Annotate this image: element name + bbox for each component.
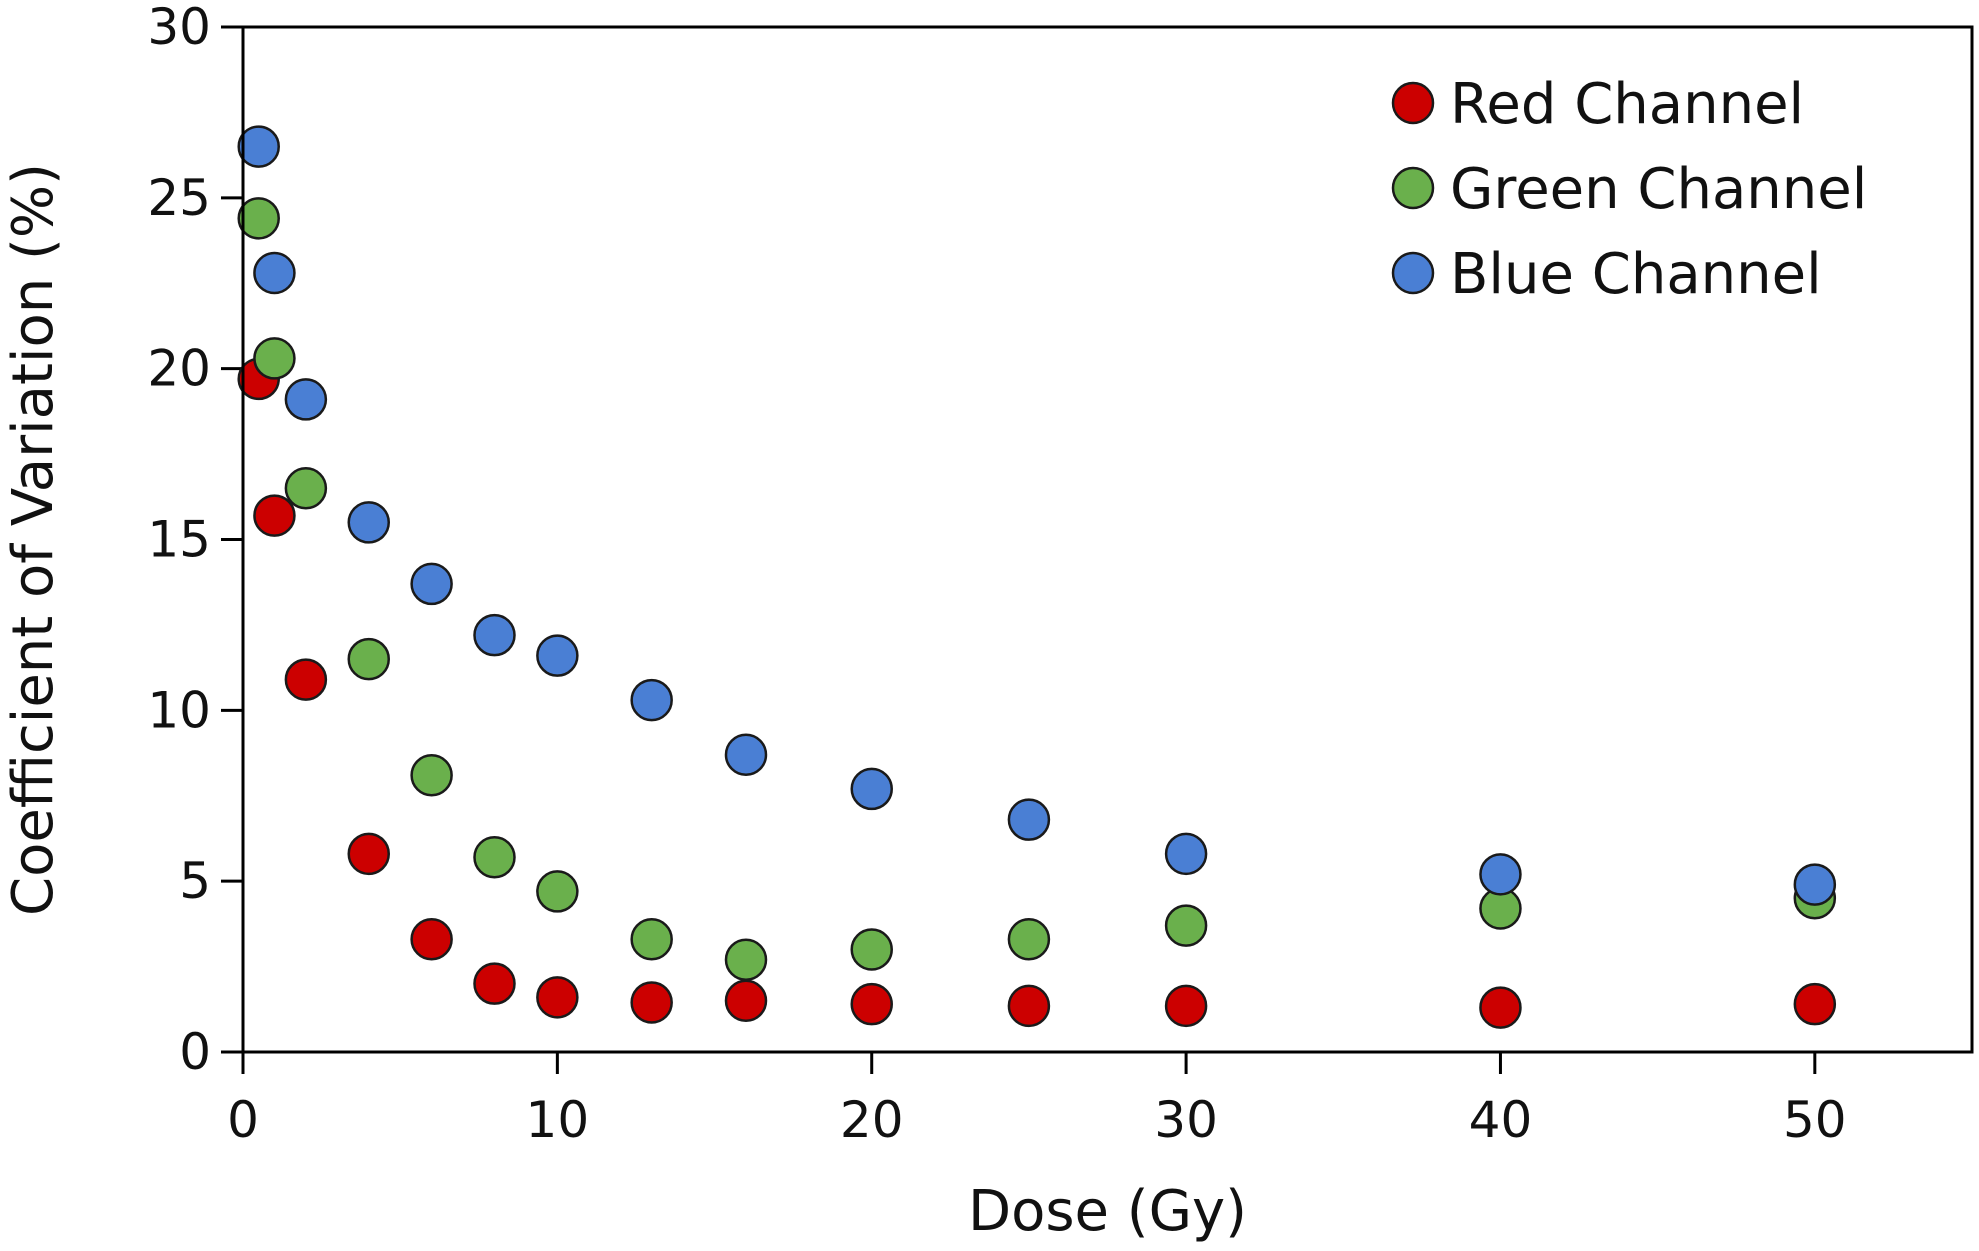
legend-label-red: Red Channel <box>1450 72 1804 137</box>
point-red-11 <box>1164 984 1208 1028</box>
point-blue-5 <box>473 613 516 657</box>
point-blue-10 <box>1007 798 1051 841</box>
point-red-2 <box>284 658 328 701</box>
point-blue-6 <box>536 634 579 677</box>
point-green-5 <box>473 836 516 879</box>
point-red-10 <box>1007 984 1051 1028</box>
data-points <box>237 125 1837 1029</box>
point-blue-11 <box>1164 832 1208 876</box>
legend-marker-blue <box>1391 251 1435 295</box>
point-green-0 <box>237 197 280 240</box>
point-blue-4 <box>410 562 453 606</box>
y-tick-label: 0 <box>179 1023 211 1081</box>
x-tick-label: 40 <box>1469 1091 1533 1149</box>
point-blue-1 <box>253 251 296 295</box>
point-green-9 <box>850 928 893 971</box>
point-green-11 <box>1164 904 1208 947</box>
x-tick-label: 0 <box>227 1091 259 1149</box>
point-red-9 <box>850 982 893 1026</box>
legend-label-green: Green Channel <box>1450 157 1867 222</box>
y-tick-label: 20 <box>147 340 211 398</box>
point-red-4 <box>410 918 453 961</box>
y-tick-label: 10 <box>147 681 211 739</box>
x-tick-label: 50 <box>1783 1091 1847 1149</box>
point-green-10 <box>1007 918 1051 961</box>
point-green-2 <box>284 467 328 510</box>
point-blue-8 <box>724 733 768 776</box>
point-blue-12 <box>1479 853 1522 896</box>
legend: Red Channel Green Channel Blue Channel <box>1391 72 1867 307</box>
point-red-1 <box>253 494 296 537</box>
x-tick-label: 30 <box>1154 1091 1218 1149</box>
x-axis-ticks: 0 10 20 30 40 50 <box>227 1052 1847 1149</box>
point-green-6 <box>536 870 579 913</box>
point-red-5 <box>473 962 516 1005</box>
plot-frame <box>241 25 1974 1054</box>
point-green-4 <box>410 754 453 797</box>
point-red-12 <box>1479 986 1522 1029</box>
point-blue-0 <box>237 125 280 168</box>
x-tick-label: 20 <box>840 1091 904 1149</box>
point-blue-3 <box>347 501 390 544</box>
point-blue-7 <box>630 678 673 722</box>
point-green-1 <box>253 337 296 380</box>
y-tick-label: 15 <box>147 511 211 569</box>
legend-marker-red <box>1391 81 1435 125</box>
point-red-3 <box>347 832 390 876</box>
point-red-13 <box>1793 982 1837 1026</box>
y-axis-title: Coefficient of Variation (%) <box>1 163 66 916</box>
x-axis-title: Dose (Gy) <box>968 1179 1247 1244</box>
point-green-7 <box>630 918 673 961</box>
point-red-7 <box>630 981 673 1024</box>
point-blue-2 <box>284 378 328 421</box>
y-tick-label: 5 <box>179 852 211 910</box>
legend-label-blue: Blue Channel <box>1450 242 1822 307</box>
point-green-3 <box>347 637 390 681</box>
point-red-6 <box>536 976 579 1019</box>
y-axis-ticks: 0 5 10 15 20 25 30 <box>147 0 243 1081</box>
y-tick-label: 25 <box>147 169 211 227</box>
y-tick-label: 30 <box>147 0 211 56</box>
point-blue-13 <box>1793 863 1837 906</box>
x-tick-label: 10 <box>526 1091 590 1149</box>
point-red-8 <box>724 979 768 1022</box>
point-blue-9 <box>850 767 893 811</box>
legend-marker-green <box>1391 166 1435 210</box>
point-green-8 <box>724 938 768 981</box>
